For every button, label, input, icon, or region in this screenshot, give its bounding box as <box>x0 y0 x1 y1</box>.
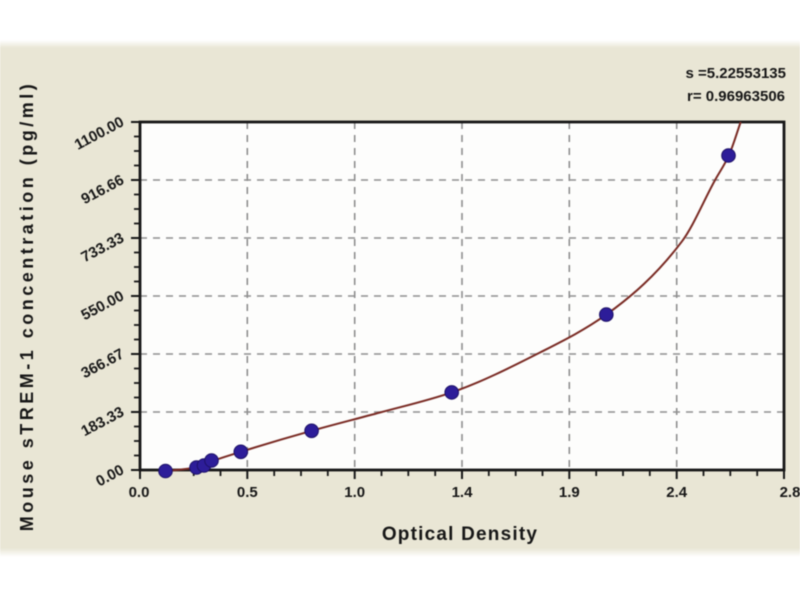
svg-text:0.0: 0.0 <box>129 484 150 501</box>
svg-text:s =5.22553135: s =5.22553135 <box>685 65 786 82</box>
svg-text:r= 0.96963506: r= 0.96963506 <box>687 88 785 105</box>
svg-text:2.4: 2.4 <box>666 484 688 501</box>
svg-text:0.5: 0.5 <box>237 484 258 501</box>
svg-text:1.9: 1.9 <box>559 484 580 501</box>
svg-text:Optical Density: Optical Density <box>382 524 538 545</box>
svg-text:1.4: 1.4 <box>452 484 474 501</box>
svg-text:2.8: 2.8 <box>780 484 800 501</box>
svg-text:1.0: 1.0 <box>344 484 365 501</box>
svg-text:Mouse sTREM-1 concentration (p: Mouse sTREM-1 concentration (pg/ml) <box>17 81 37 532</box>
